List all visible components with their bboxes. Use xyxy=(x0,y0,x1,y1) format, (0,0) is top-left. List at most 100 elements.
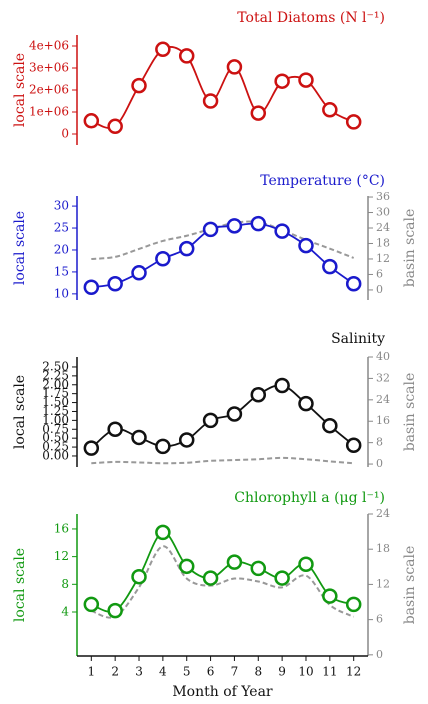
y2-tick-label: 36 xyxy=(376,190,390,203)
y-tick-label: 4 xyxy=(61,604,69,618)
point xyxy=(107,421,123,438)
y2-tick-label: 18 xyxy=(376,236,390,249)
point xyxy=(250,215,267,232)
y-tick-label: 1.75 xyxy=(42,386,69,400)
point xyxy=(250,386,267,403)
y2-tick-label: 8 xyxy=(376,436,383,449)
point xyxy=(107,276,123,292)
point xyxy=(322,102,338,118)
y-tick-label: 25 xyxy=(54,221,69,235)
point xyxy=(345,114,362,130)
y2-tick-label: 0 xyxy=(376,648,383,661)
point xyxy=(298,237,314,254)
point xyxy=(345,276,362,292)
y-tick-label: 1.50 xyxy=(42,395,69,409)
point xyxy=(274,570,290,586)
y2-tick-label: 12 xyxy=(376,252,390,265)
y2-tick-label: 40 xyxy=(376,350,390,363)
y-tick-label: 10 xyxy=(54,286,69,300)
point xyxy=(155,41,171,58)
point xyxy=(345,437,362,454)
point xyxy=(83,440,100,456)
point xyxy=(178,48,195,64)
basin-line xyxy=(90,545,355,619)
y2-tick-label: 32 xyxy=(376,371,390,384)
point xyxy=(298,395,314,412)
x-tick-label: 2 xyxy=(111,665,119,679)
series-line xyxy=(90,46,355,129)
y-tick-label: 2e+06 xyxy=(29,83,69,97)
y2-tick-label: 24 xyxy=(376,393,390,406)
x-tick-label: 11 xyxy=(322,665,337,679)
y-tick-label: 0.25 xyxy=(42,440,69,454)
point xyxy=(202,570,219,586)
y-tick-label: 8 xyxy=(61,577,69,591)
point xyxy=(202,412,219,429)
point xyxy=(298,556,314,572)
point xyxy=(322,258,338,275)
x-tick-label: 10 xyxy=(298,665,313,679)
x-tick-label: 9 xyxy=(278,665,286,679)
x-tick-label: 12 xyxy=(346,665,361,679)
x-tick-label: 4 xyxy=(159,665,167,679)
y2-tick-label: 24 xyxy=(376,507,390,520)
y-axis-label: local scale xyxy=(12,375,28,449)
point xyxy=(226,218,243,234)
point xyxy=(250,105,267,121)
y-tick-label: 20 xyxy=(54,242,69,256)
point xyxy=(322,417,338,434)
panel-title: Salinity xyxy=(331,331,385,347)
y-tick-label: 16 xyxy=(54,521,69,535)
point xyxy=(155,438,171,455)
point xyxy=(298,72,314,88)
y-axis-label: local scale xyxy=(12,211,28,285)
y-tick-label: 1.00 xyxy=(42,413,69,427)
x-tick-label: 1 xyxy=(87,665,95,679)
y-tick-label: 1.25 xyxy=(42,404,69,418)
point xyxy=(274,73,290,89)
point xyxy=(274,377,290,394)
y2-tick-label: 6 xyxy=(376,267,383,280)
point xyxy=(131,429,147,446)
series-line xyxy=(90,384,355,449)
point xyxy=(131,77,147,94)
y-tick-label: 30 xyxy=(54,199,69,213)
point xyxy=(178,432,195,448)
y-tick-label: 3e+06 xyxy=(29,61,69,75)
point xyxy=(178,240,195,257)
point xyxy=(83,279,100,296)
point xyxy=(107,602,123,619)
y2-tick-label: 0 xyxy=(376,283,383,296)
y2-axis-label: basin scale xyxy=(402,546,418,625)
point xyxy=(83,113,100,129)
point xyxy=(226,59,243,75)
x-tick-label: 3 xyxy=(135,665,143,679)
y2-tick-label: 16 xyxy=(376,414,390,427)
point xyxy=(226,554,243,570)
panel-title: Chlorophyll a (μg l⁻¹) xyxy=(234,490,385,506)
y2-tick-label: 12 xyxy=(376,577,390,590)
y-tick-label: 4e+06 xyxy=(29,39,69,53)
point xyxy=(274,223,290,239)
y2-tick-label: 6 xyxy=(376,613,383,626)
point xyxy=(131,568,147,585)
y2-axis-label: basin scale xyxy=(402,209,418,288)
panel-title: Temperature (°C) xyxy=(260,173,385,189)
y-tick-label: 1e+06 xyxy=(29,105,69,119)
y2-axis-label: basin scale xyxy=(402,373,418,452)
y-tick-label: 0 xyxy=(61,127,69,141)
y2-tick-label: 30 xyxy=(376,206,390,219)
point xyxy=(178,558,195,575)
y-tick-label: 0.75 xyxy=(42,422,69,436)
series-line xyxy=(91,222,355,289)
x-tick-label: 7 xyxy=(231,665,239,679)
point xyxy=(131,265,147,281)
point xyxy=(322,588,338,604)
x-axis-label: Month of Year xyxy=(172,684,273,700)
y-axis-label: local scale xyxy=(12,548,28,622)
y-tick-label: 12 xyxy=(54,549,69,563)
y-tick-label: 2.25 xyxy=(42,368,69,382)
point xyxy=(226,406,243,422)
point xyxy=(155,251,171,267)
y-tick-label: 0.00 xyxy=(42,448,69,462)
